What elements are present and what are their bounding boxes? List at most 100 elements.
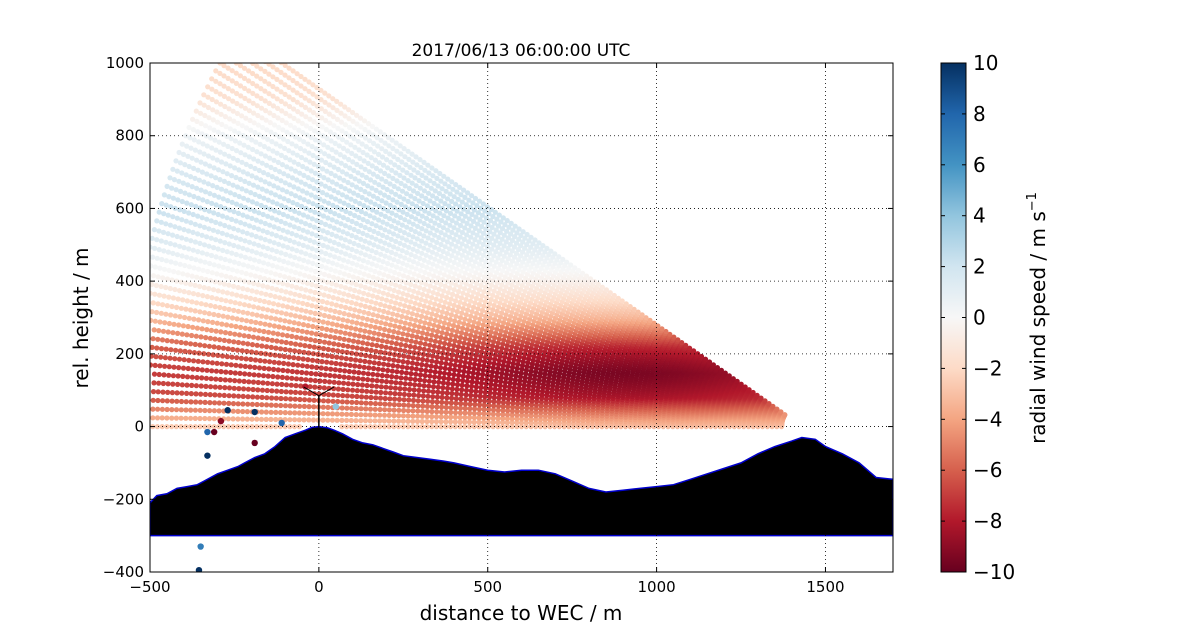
scan-point [211,192,217,198]
scan-point [185,182,191,188]
scan-point [400,260,406,266]
scan-point [269,231,275,237]
scan-point [324,279,330,285]
scan-point [301,294,307,300]
scan-point [409,294,415,300]
scan-point [422,341,428,347]
scan-point [334,417,340,423]
scan-point [240,169,246,175]
scan-point [197,205,203,211]
scan-point [386,229,392,235]
scan-point [520,397,526,403]
scan-point [164,276,170,282]
scan-point [445,346,451,352]
scan-point [176,356,183,362]
scan-point [307,183,313,189]
scan-point [249,215,255,221]
scan-point [332,288,338,294]
scan-point [392,385,398,391]
scan-point [246,154,252,160]
scan-point [402,386,408,392]
scan-point [225,314,231,320]
scan-point [408,316,414,322]
scan-point [476,406,482,412]
scan-point [382,253,388,259]
scan-point [198,159,204,165]
scan-point [281,296,287,302]
scan-point [444,390,450,396]
scan-point [185,272,191,278]
scan-point [339,297,345,303]
scan-point [165,329,171,335]
scan-point [250,334,257,340]
scan-point [177,348,183,354]
scan-point [406,349,412,355]
scan-point [437,370,443,376]
scan-point [405,418,411,424]
scan-point [409,360,416,366]
scan-point [409,365,415,371]
scan-point [407,381,413,387]
scan-point [485,419,491,425]
scan-point [488,381,494,387]
scan-point [257,297,263,304]
scan-point [354,320,360,326]
scan-point [248,163,254,169]
scan-point [277,353,283,359]
scan-point [318,332,324,338]
scan-point [298,234,304,240]
scan-point [351,254,358,260]
scan-point [347,306,353,312]
scan-point [421,383,427,389]
scan-point [451,248,457,254]
scan-point [267,206,273,212]
scan-point [188,202,194,208]
scan-point [208,135,214,141]
scan-point [439,277,446,283]
scan-point [288,389,294,395]
scan-point [492,335,498,341]
scan-point [474,310,480,316]
scan-point [396,418,402,424]
scan-point [505,396,511,402]
scan-point [211,210,217,216]
scan-point [230,416,236,422]
scan-point [329,246,335,252]
scan-point [306,199,312,205]
scan-point [305,357,311,363]
scan-point [277,295,283,301]
scan-point [494,344,500,350]
scan-point [360,370,367,376]
scan-point [377,283,384,289]
scan-point [437,339,443,345]
scan-point [308,337,314,343]
scan-point [360,376,366,382]
scan-point [297,170,303,176]
scan-point [198,301,204,307]
scan-point [387,322,393,328]
scan-point [396,307,402,313]
scan-point [476,301,482,308]
scan-point [493,284,499,290]
scan-point [283,339,289,346]
scan-point [278,203,285,209]
scan-point [261,170,267,176]
scan-point [461,321,467,327]
scan-point [238,324,244,330]
scan-point [414,312,420,318]
scan-point [197,415,203,422]
scan-point [452,424,458,430]
scan-point [426,305,432,311]
scan-point [215,352,221,358]
scan-point [310,357,316,363]
scan-point [450,381,456,387]
scan-point [377,238,383,244]
scan-point [267,155,273,161]
scan-point [415,329,421,335]
scan-point [172,205,178,211]
scan-point [242,178,248,184]
scan-point [512,381,518,387]
scan-point [220,169,226,175]
scan-point [186,357,192,363]
scan-point [485,323,491,329]
